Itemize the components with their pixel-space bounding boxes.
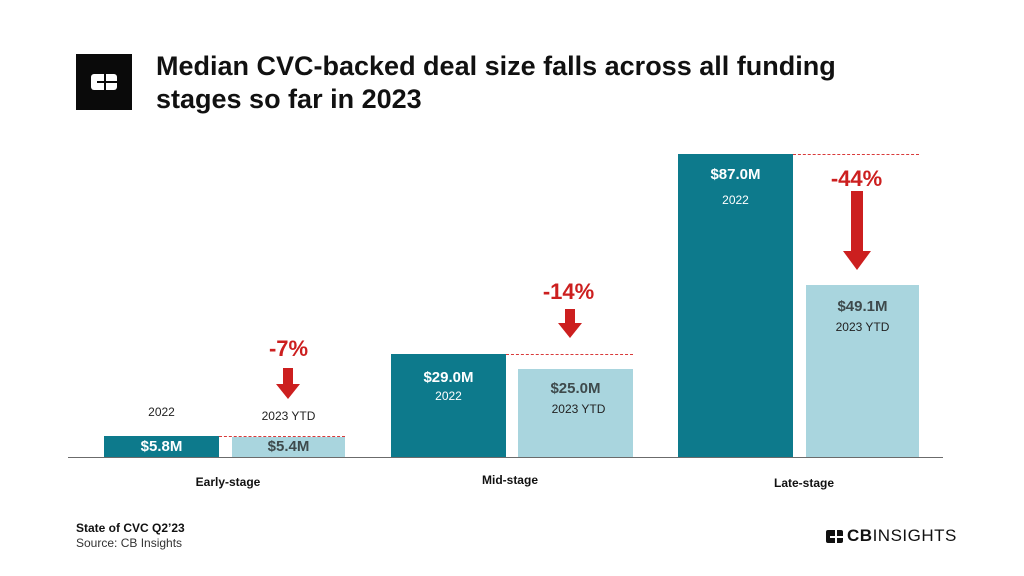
category-late-stage: Late-stage [773,476,835,490]
mid-2023-value: $25.0M [550,380,601,397]
cb-insights-wordmark: CBINSIGHTS [826,526,957,546]
early-down-arrow-icon [276,368,300,399]
category-mid-stage: Mid-stage [481,473,538,487]
mid-2022-value: $29.0M [423,369,474,386]
report-name: State of CVC Q2’23 [76,521,185,535]
early-2023-year-label: 2023 YTD [261,409,316,423]
mid-reference-line [506,354,633,355]
mid-2022-year-label: 2022 [435,389,462,403]
cb-insights-mark-icon [826,529,843,543]
x-axis-line [68,457,943,458]
late-2023-year-label: 2023 YTD [835,320,890,334]
late-change-label: -44% [830,166,883,191]
chart-title: Median CVC-backed deal size falls across… [156,51,836,114]
cb-insights-logo-icon [76,54,132,110]
mid-change-label: -14% [542,279,595,304]
early-change-label: -7% [268,336,309,361]
late-2023-value: $49.1M [837,298,888,315]
bar-late-2023 [806,285,919,457]
bar-early-2023 [232,437,345,457]
source-note: Source: CB Insights [76,536,183,550]
category-early-stage: Early-stage [195,475,261,489]
bar-early-2022 [104,436,219,457]
early-2023-value: $5.4M [267,438,310,455]
late-reference-line [793,154,919,155]
early-reference-line [219,436,345,437]
mid-2023-year-label: 2023 YTD [551,402,606,416]
late-2022-year-label: 2022 [722,193,749,207]
early-2022-value: $5.8M [140,438,183,455]
brand-text: CBINSIGHTS [847,526,957,545]
late-2022-value: $87.0M [710,166,761,183]
early-2022-year-label: 2022 [148,405,175,419]
late-down-arrow-icon [843,191,871,270]
bar-mid-2022 [391,354,506,457]
bar-mid-2023 [518,369,633,457]
mid-down-arrow-icon [558,309,582,338]
bar-late-2022 [678,154,793,457]
